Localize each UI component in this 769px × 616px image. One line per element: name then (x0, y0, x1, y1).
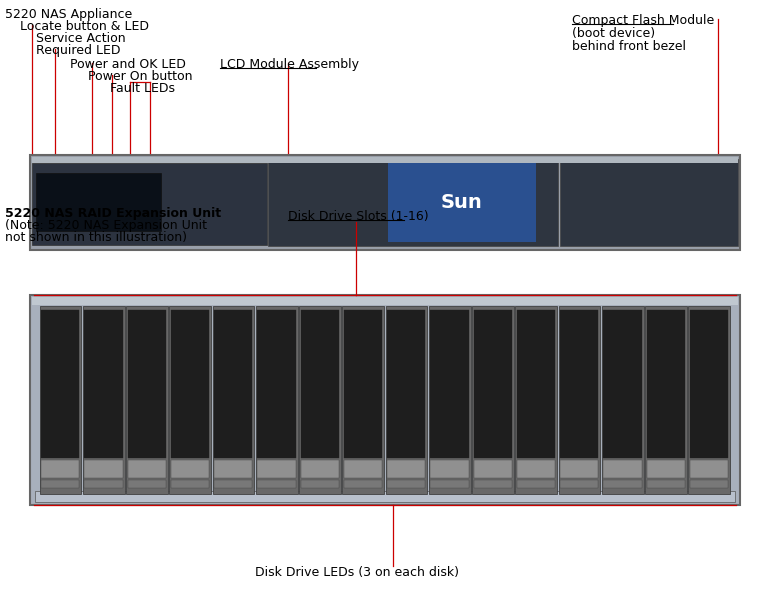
FancyBboxPatch shape (560, 310, 598, 458)
FancyBboxPatch shape (32, 297, 738, 305)
FancyBboxPatch shape (344, 480, 382, 488)
Text: Service Action: Service Action (36, 32, 125, 45)
FancyBboxPatch shape (32, 163, 267, 245)
Text: 5220 NAS RAID Expansion Unit: 5220 NAS RAID Expansion Unit (5, 207, 221, 220)
FancyBboxPatch shape (212, 306, 255, 494)
FancyBboxPatch shape (299, 306, 341, 494)
Text: 5220 NAS Appliance: 5220 NAS Appliance (5, 8, 132, 21)
FancyBboxPatch shape (126, 306, 168, 494)
FancyBboxPatch shape (85, 460, 122, 478)
FancyBboxPatch shape (387, 480, 425, 488)
FancyBboxPatch shape (560, 460, 598, 478)
FancyBboxPatch shape (301, 460, 339, 478)
Text: Power On button: Power On button (88, 70, 192, 83)
FancyBboxPatch shape (560, 159, 738, 246)
FancyBboxPatch shape (603, 310, 641, 458)
FancyBboxPatch shape (690, 310, 728, 458)
Text: not shown in this illustration): not shown in this illustration) (5, 231, 187, 244)
FancyBboxPatch shape (645, 306, 687, 494)
FancyBboxPatch shape (301, 480, 339, 488)
FancyBboxPatch shape (214, 480, 252, 488)
FancyBboxPatch shape (128, 460, 166, 478)
FancyBboxPatch shape (603, 480, 641, 488)
Text: Required LED: Required LED (36, 44, 121, 57)
FancyBboxPatch shape (171, 310, 209, 458)
FancyBboxPatch shape (388, 163, 536, 242)
FancyBboxPatch shape (472, 306, 514, 494)
FancyBboxPatch shape (603, 460, 641, 478)
FancyBboxPatch shape (517, 460, 555, 478)
FancyBboxPatch shape (128, 310, 166, 458)
Text: LCD Module Assembly: LCD Module Assembly (220, 58, 359, 71)
FancyBboxPatch shape (342, 306, 384, 494)
FancyBboxPatch shape (690, 460, 728, 478)
FancyBboxPatch shape (429, 306, 471, 494)
FancyBboxPatch shape (41, 310, 79, 458)
FancyBboxPatch shape (30, 295, 740, 505)
Text: (boot device): (boot device) (572, 27, 655, 40)
FancyBboxPatch shape (517, 310, 555, 458)
FancyBboxPatch shape (474, 310, 511, 458)
FancyBboxPatch shape (268, 159, 558, 246)
Text: Fault LEDs: Fault LEDs (110, 82, 175, 95)
Text: Power and OK LED: Power and OK LED (70, 58, 186, 71)
Text: Sun: Sun (441, 193, 483, 212)
FancyBboxPatch shape (474, 460, 511, 478)
FancyBboxPatch shape (344, 310, 382, 458)
FancyBboxPatch shape (690, 480, 728, 488)
Text: Disk Drive Slots (1-16): Disk Drive Slots (1-16) (288, 210, 428, 223)
FancyBboxPatch shape (430, 460, 468, 478)
FancyBboxPatch shape (128, 480, 166, 488)
FancyBboxPatch shape (258, 310, 295, 458)
FancyBboxPatch shape (387, 460, 425, 478)
FancyBboxPatch shape (688, 306, 730, 494)
Text: Disk Drive LEDs (3 on each disk): Disk Drive LEDs (3 on each disk) (255, 566, 459, 579)
FancyBboxPatch shape (430, 480, 468, 488)
FancyBboxPatch shape (301, 310, 339, 458)
FancyBboxPatch shape (474, 480, 511, 488)
FancyBboxPatch shape (85, 310, 122, 458)
FancyBboxPatch shape (647, 310, 684, 458)
FancyBboxPatch shape (385, 306, 428, 494)
FancyBboxPatch shape (344, 460, 382, 478)
FancyBboxPatch shape (560, 480, 598, 488)
FancyBboxPatch shape (32, 157, 738, 163)
FancyBboxPatch shape (41, 480, 79, 488)
FancyBboxPatch shape (171, 460, 209, 478)
Text: Locate button & LED: Locate button & LED (20, 20, 149, 33)
FancyBboxPatch shape (171, 480, 209, 488)
FancyBboxPatch shape (256, 306, 298, 494)
FancyBboxPatch shape (30, 155, 740, 250)
FancyBboxPatch shape (517, 480, 555, 488)
FancyBboxPatch shape (430, 310, 468, 458)
FancyBboxPatch shape (258, 480, 295, 488)
FancyBboxPatch shape (515, 306, 557, 494)
FancyBboxPatch shape (387, 310, 425, 458)
FancyBboxPatch shape (36, 173, 161, 231)
FancyBboxPatch shape (647, 480, 684, 488)
Text: behind front bezel: behind front bezel (572, 40, 686, 53)
Text: (Note: 5220 NAS Expansion Unit: (Note: 5220 NAS Expansion Unit (5, 219, 207, 232)
FancyBboxPatch shape (85, 480, 122, 488)
FancyBboxPatch shape (39, 306, 82, 494)
FancyBboxPatch shape (214, 460, 252, 478)
FancyBboxPatch shape (41, 460, 79, 478)
FancyBboxPatch shape (35, 491, 735, 502)
FancyBboxPatch shape (602, 306, 644, 494)
FancyBboxPatch shape (169, 306, 211, 494)
FancyBboxPatch shape (647, 460, 684, 478)
Text: Compact Flash Module: Compact Flash Module (572, 14, 714, 27)
FancyBboxPatch shape (214, 310, 252, 458)
FancyBboxPatch shape (558, 306, 601, 494)
FancyBboxPatch shape (83, 306, 125, 494)
FancyBboxPatch shape (258, 460, 295, 478)
